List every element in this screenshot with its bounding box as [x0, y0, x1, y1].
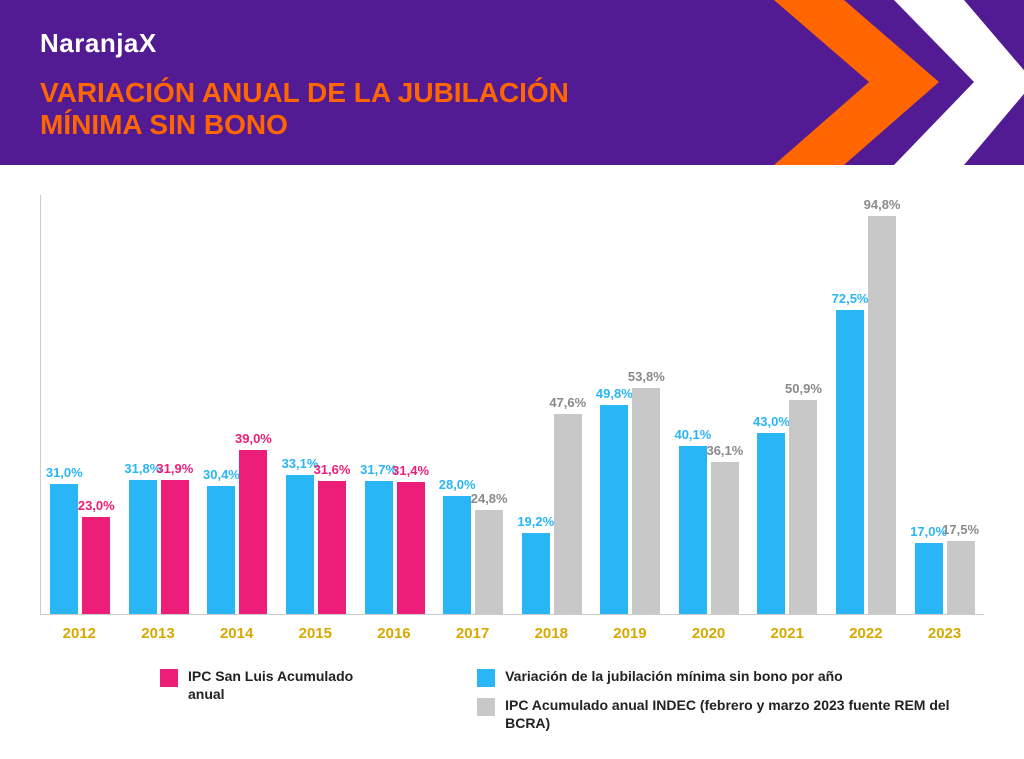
bar-groups: 31,0%23,0%31,8%31,9%30,4%39,0%33,1%31,6%…: [41, 195, 984, 614]
bar-blue: 72,5%: [836, 310, 864, 615]
bar-blue: 19,2%: [522, 533, 550, 614]
bar-pink: 31,6%: [318, 481, 346, 614]
page-title: VARIACIÓN ANUAL DE LA JUBILACIÓN MÍNIMA …: [40, 77, 600, 141]
swatch-icon: [160, 669, 178, 687]
bar-blue: 30,4%: [207, 486, 235, 614]
x-axis-label: 2015: [276, 625, 354, 642]
legend-item-blue: Variación de la jubilación mínima sin bo…: [477, 668, 984, 687]
bar-group: 31,0%23,0%: [41, 484, 119, 614]
bar-pink: 39,0%: [239, 450, 267, 614]
bar-group: 49,8%53,8%: [591, 388, 669, 614]
bar-grey: 47,6%: [554, 414, 582, 614]
legend-label: IPC San Luis Acumulado anual: [188, 668, 387, 703]
bar-blue: 28,0%: [443, 496, 471, 614]
legend-item-pink: IPC San Luis Acumulado anual: [160, 668, 387, 703]
bar-value-label: 39,0%: [235, 431, 272, 450]
bar-value-label: 31,0%: [46, 465, 83, 484]
bar-group: 17,0%17,5%: [906, 541, 984, 615]
x-axis-label: 2023: [906, 625, 984, 642]
bar-pink: 31,9%: [161, 480, 189, 614]
bar-value-label: 31,6%: [314, 462, 351, 481]
bar-value-label: 50,9%: [785, 381, 822, 400]
header-banner: NaranjaX VARIACIÓN ANUAL DE LA JUBILACIÓ…: [0, 0, 1024, 165]
bar-value-label: 43,0%: [753, 414, 790, 433]
bar-grey: 36,1%: [711, 462, 739, 614]
bar-blue: 49,8%: [600, 405, 628, 614]
x-axis-label: 2019: [591, 625, 669, 642]
bar-blue: 43,0%: [757, 433, 785, 614]
bar-group: 33,1%31,6%: [277, 475, 355, 614]
bar-grey: 50,9%: [789, 400, 817, 614]
bar-pink: 31,4%: [397, 482, 425, 614]
x-axis-label: 2022: [827, 625, 905, 642]
bar-group: 40,1%36,1%: [670, 446, 748, 614]
bar-blue: 31,0%: [50, 484, 78, 614]
bar-blue: 40,1%: [679, 446, 707, 614]
bar-group: 28,0%24,8%: [434, 496, 512, 614]
swatch-icon: [477, 698, 495, 716]
bar-value-label: 36,1%: [706, 443, 743, 462]
bar-group: 30,4%39,0%: [198, 450, 276, 614]
bar-grey: 53,8%: [632, 388, 660, 614]
x-axis-label: 2020: [670, 625, 748, 642]
x-axis-label: 2018: [512, 625, 590, 642]
bar-group: 31,8%31,9%: [120, 480, 198, 614]
x-axis-label: 2014: [198, 625, 276, 642]
bar-group: 72,5%94,8%: [827, 216, 905, 614]
legend-label: IPC Acumulado anual INDEC (febrero y mar…: [505, 697, 984, 732]
x-axis-label: 2021: [748, 625, 826, 642]
x-axis-label: 2016: [355, 625, 433, 642]
bar-value-label: 47,6%: [549, 395, 586, 414]
bar-value-label: 49,8%: [596, 386, 633, 405]
legend: IPC San Luis Acumulado anual Variación d…: [40, 642, 984, 732]
bar-blue: 31,7%: [365, 481, 393, 614]
chart-plot-area: 31,0%23,0%31,8%31,9%30,4%39,0%33,1%31,6%…: [40, 195, 984, 615]
chart-container: 31,0%23,0%31,8%31,9%30,4%39,0%33,1%31,6%…: [0, 165, 1024, 732]
bar-value-label: 72,5%: [832, 291, 869, 310]
x-axis-label: 2012: [40, 625, 118, 642]
bar-pink: 23,0%: [82, 517, 110, 614]
bar-value-label: 23,0%: [78, 498, 115, 517]
bar-blue: 31,8%: [129, 480, 157, 614]
x-axis: 2012201320142015201620172018201920202021…: [40, 615, 984, 642]
bar-value-label: 17,5%: [942, 522, 979, 541]
chevron-logo-icon: [774, 0, 1024, 165]
bar-group: 31,7%31,4%: [356, 481, 434, 614]
bar-grey: 17,5%: [947, 541, 975, 615]
bar-group: 19,2%47,6%: [513, 414, 591, 614]
x-axis-label: 2013: [119, 625, 197, 642]
bar-value-label: 31,9%: [156, 461, 193, 480]
bar-value-label: 94,8%: [864, 197, 901, 216]
bar-grey: 94,8%: [868, 216, 896, 614]
bar-grey: 24,8%: [475, 510, 503, 614]
bar-value-label: 19,2%: [517, 514, 554, 533]
bar-group: 43,0%50,9%: [748, 400, 826, 614]
bar-value-label: 30,4%: [203, 467, 240, 486]
legend-label: Variación de la jubilación mínima sin bo…: [505, 668, 843, 686]
x-axis-label: 2017: [434, 625, 512, 642]
bar-value-label: 31,4%: [392, 463, 429, 482]
bar-value-label: 24,8%: [471, 491, 508, 510]
bar-value-label: 53,8%: [628, 369, 665, 388]
swatch-icon: [477, 669, 495, 687]
bar-blue: 33,1%: [286, 475, 314, 614]
bar-blue: 17,0%: [915, 543, 943, 614]
legend-item-grey: IPC Acumulado anual INDEC (febrero y mar…: [477, 697, 984, 732]
